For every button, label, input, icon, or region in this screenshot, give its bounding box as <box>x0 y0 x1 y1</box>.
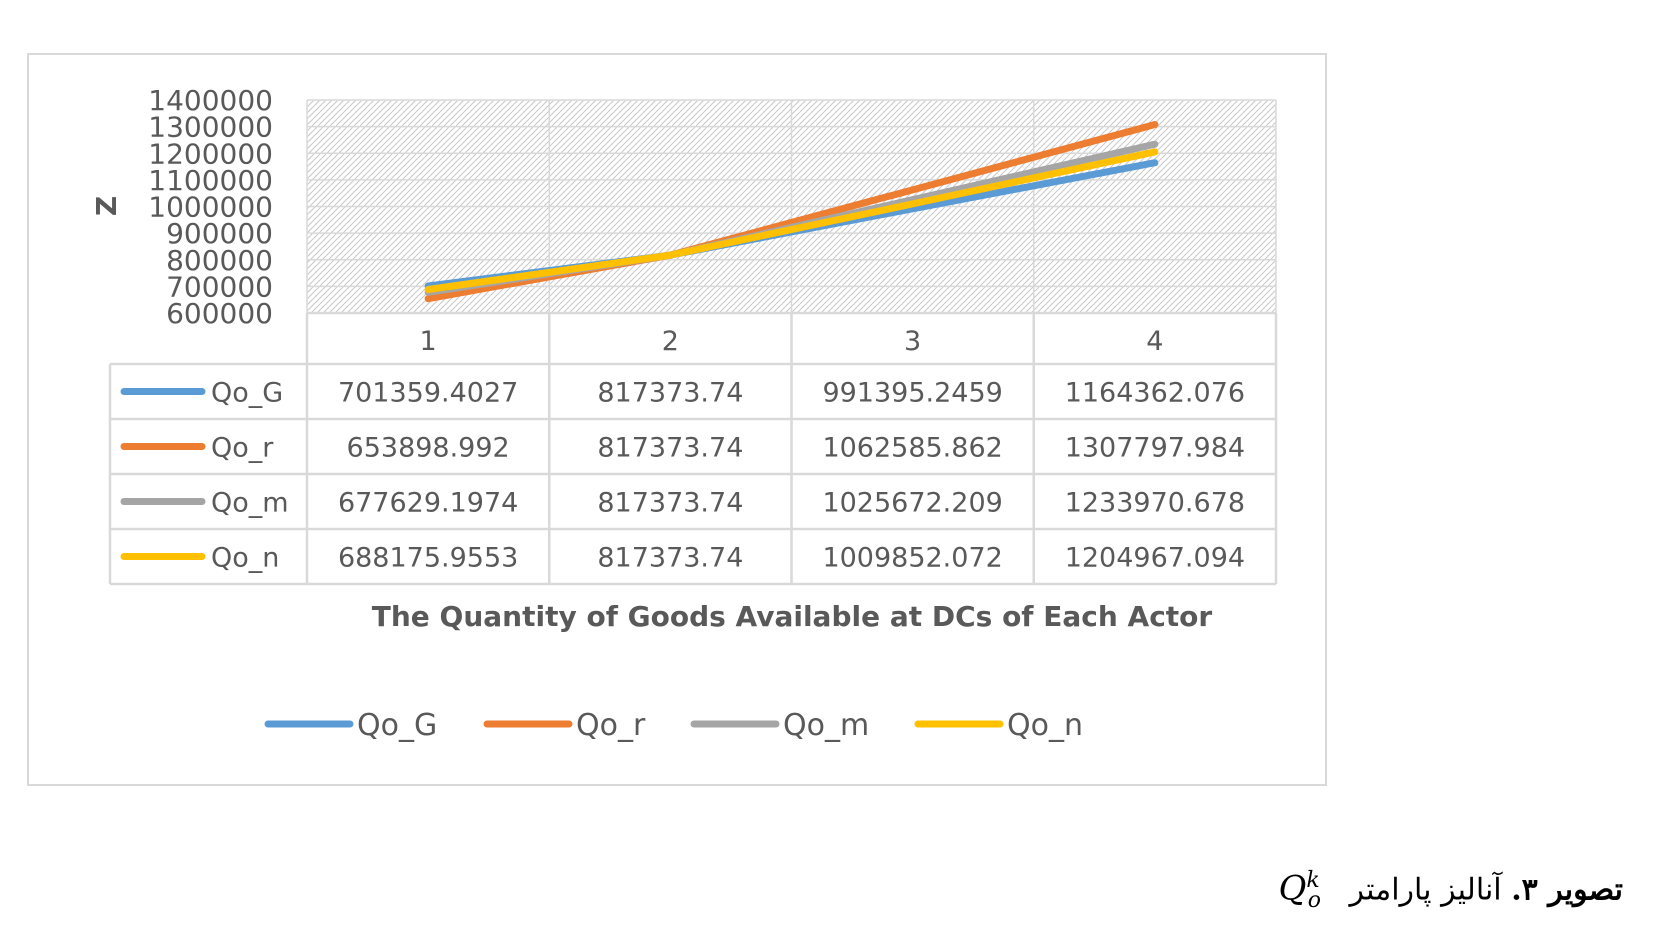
caption-text: آنالیز پارامتر <box>1349 872 1502 908</box>
table-cell-value: 1307797.984 <box>1065 433 1245 464</box>
table-cell-value: 1062585.862 <box>822 433 1002 464</box>
legend-label: Qo_n <box>1007 708 1083 743</box>
y-tick-label: 1000000 <box>148 191 273 224</box>
table-series-name: Qo_G <box>211 378 283 409</box>
y-tick-label: 1100000 <box>148 164 273 197</box>
table-cell-value: 991395.2459 <box>822 378 1002 409</box>
table-cell-value: 1164362.076 <box>1065 378 1245 409</box>
table-cell-value: 817373.74 <box>597 433 743 464</box>
table-cell-value: 701359.4027 <box>338 378 518 409</box>
legend-label: Qo_G <box>357 708 437 743</box>
y-tick-label: 1400000 <box>148 84 273 117</box>
table-cell-value: 688175.9553 <box>338 543 518 574</box>
y-tick-label: 700000 <box>166 270 273 303</box>
x-axis-title: The Quantity of Goods Available at DCs o… <box>372 600 1213 633</box>
x-tick-label: 1 <box>420 326 437 357</box>
caption-label: تصویر ۳. <box>1511 872 1623 908</box>
y-tick-label: 800000 <box>166 244 273 277</box>
legend-label: Qo_m <box>783 708 869 743</box>
y-tick-label: 1200000 <box>148 137 273 170</box>
table-cell-value: 653898.992 <box>347 433 510 464</box>
y-tick-label: 600000 <box>166 297 273 330</box>
figure-caption: تصویر ۳. آنالیز پارامتر Qko <box>1278 868 1623 913</box>
y-tick-label: 900000 <box>166 217 273 250</box>
table-cell-value: 677629.1974 <box>338 488 518 519</box>
table-cell-value: 1233970.678 <box>1065 488 1245 519</box>
table-cell-value: 817373.74 <box>597 543 743 574</box>
x-tick-label: 4 <box>1146 326 1163 357</box>
table-cell-value: 1009852.072 <box>822 543 1002 574</box>
y-axis-title: Z <box>90 196 123 216</box>
series-line-qo-n <box>424 148 1159 294</box>
legend-label: Qo_r <box>576 708 646 743</box>
table-cell-value: 1025672.209 <box>822 488 1002 519</box>
table-cell-value: 1204967.094 <box>1065 543 1245 574</box>
table-series-name: Qo_r <box>211 433 274 464</box>
x-tick-label: 3 <box>904 326 921 357</box>
table-cell-value: 817373.74 <box>597 488 743 519</box>
x-tick-label: 2 <box>662 326 679 357</box>
y-tick-label: 1300000 <box>148 111 273 144</box>
table-series-name: Qo_n <box>211 543 279 574</box>
table-series-name: Qo_m <box>211 488 289 519</box>
caption-symbol: Qko <box>1278 868 1321 914</box>
table-cell-value: 817373.74 <box>597 378 743 409</box>
